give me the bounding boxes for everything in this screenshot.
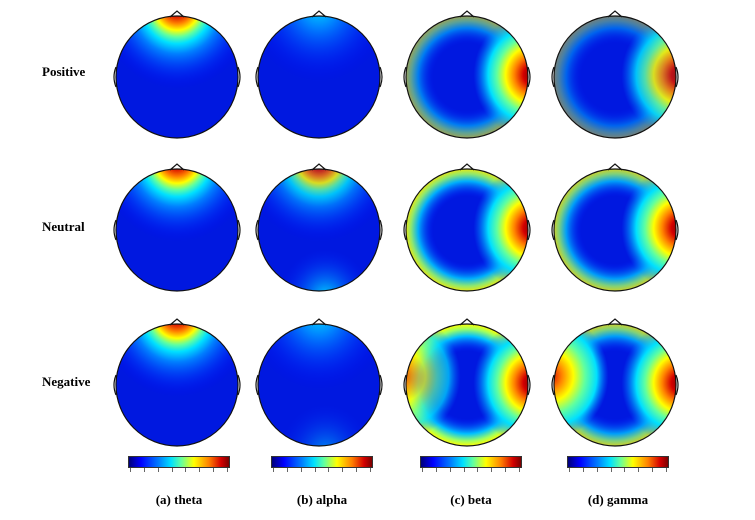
topomap-negative-beta <box>402 313 532 453</box>
colorbar-alpha <box>271 456 373 472</box>
colorbar-ticks <box>128 468 230 472</box>
band-label-beta: (c) beta <box>450 492 492 507</box>
topomap-neutral-alpha <box>254 158 384 298</box>
colorbar-ticks <box>567 468 669 472</box>
colorbar-gradient <box>567 456 669 468</box>
colorbar-beta <box>420 456 522 472</box>
row-label-positive: Positive <box>42 64 86 79</box>
band-label-gamma: (d) gamma <box>587 492 649 507</box>
topomap-positive-beta <box>402 5 532 145</box>
colorbar-gradient <box>271 456 373 468</box>
colorbar-gamma <box>567 456 669 472</box>
topomap-negative-alpha <box>254 313 384 453</box>
band-label-theta: (a) theta <box>155 492 203 507</box>
band-label-alpha: (b) alpha <box>296 492 348 507</box>
topomap-negative-gamma <box>550 313 680 453</box>
topomap-neutral-gamma <box>550 158 680 298</box>
topomap-positive-alpha <box>254 5 384 145</box>
topomap-neutral-beta <box>402 158 532 298</box>
topomap-positive-theta <box>112 5 242 145</box>
colorbar-gradient <box>128 456 230 468</box>
colorbar-ticks <box>271 468 373 472</box>
colorbar-theta <box>128 456 230 472</box>
row-label-negative: Negative <box>42 374 91 389</box>
colorbar-gradient <box>420 456 522 468</box>
row-label-neutral: Neutral <box>42 219 85 234</box>
topomap-negative-theta <box>112 313 242 453</box>
colorbar-ticks <box>420 468 522 472</box>
topomap-neutral-theta <box>112 158 242 298</box>
topomap-positive-gamma <box>550 5 680 145</box>
